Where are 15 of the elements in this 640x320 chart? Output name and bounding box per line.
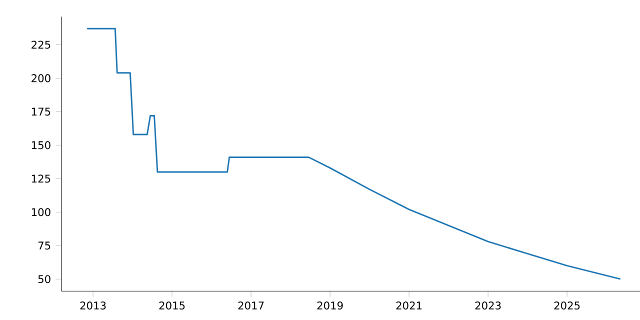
x-tick-label: 2017 bbox=[238, 302, 264, 310]
y-tick-label: 50 bbox=[38, 275, 50, 284]
y-tick-label: 175 bbox=[32, 108, 50, 116]
y-tick-label: 75 bbox=[38, 242, 50, 250]
y-tick-label: 100 bbox=[32, 208, 50, 216]
y-tick-label: 150 bbox=[32, 141, 50, 150]
x-tick-label: 2013 bbox=[80, 302, 106, 310]
x-tick-label: 2025 bbox=[554, 302, 580, 310]
y-tick-label: 225 bbox=[32, 40, 50, 49]
x-tick-label: 2023 bbox=[475, 302, 501, 310]
x-tick-label: 2015 bbox=[159, 302, 185, 310]
y-tick-label: 125 bbox=[32, 174, 50, 183]
y-tick-label: 200 bbox=[32, 74, 50, 82]
x-tick-label: 2021 bbox=[396, 302, 422, 310]
x-tick-label: 2019 bbox=[317, 302, 343, 310]
